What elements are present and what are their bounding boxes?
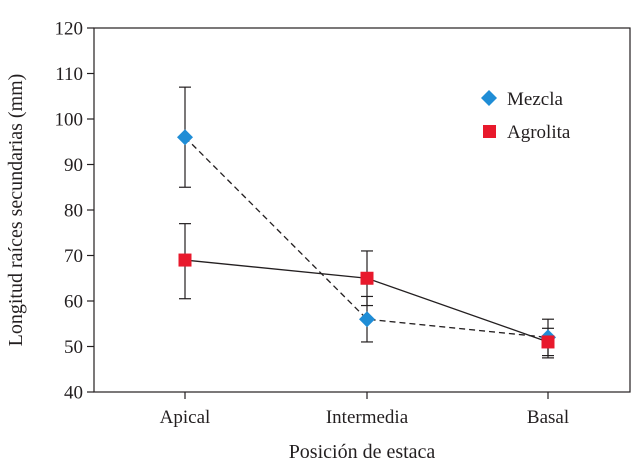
x-axis-ticks: Apical Intermedia Basal — [160, 392, 569, 428]
y-tick-label-40: 40 — [64, 383, 83, 404]
x-tick-label-intermedia: Intermedia — [326, 407, 409, 428]
x-tick-label-apical: Apical — [160, 407, 211, 428]
point-agrolita-basal — [541, 335, 555, 349]
legend-label-mezcla: Mezcla — [507, 89, 563, 110]
point-mezcla-intermedia — [359, 311, 375, 328]
y-tick-label-70: 70 — [64, 246, 83, 267]
legend-marker-mezcla — [481, 90, 497, 106]
y-axis-title: Longitud raíces secundarias (mm) — [5, 74, 27, 347]
legend-label-agrolita: Agrolita — [507, 122, 571, 143]
point-agrolita-apical — [178, 253, 192, 267]
legend-item-agrolita: Agrolita — [483, 122, 571, 143]
series-line-mezcla — [184, 136, 549, 339]
point-agrolita-intermedia — [360, 271, 374, 285]
legend-item-mezcla: Mezcla — [481, 89, 563, 110]
y-tick-label-80: 80 — [64, 201, 83, 222]
y-tick-label-50: 50 — [64, 337, 83, 358]
y-axis-ticks: 40 50 60 70 80 90 100 110 120 — [55, 19, 94, 404]
y-tick-label-90: 90 — [64, 155, 83, 176]
y-tick-label-120: 120 — [55, 19, 84, 40]
y-tick-label-110: 110 — [55, 64, 83, 85]
x-tick-label-basal: Basal — [527, 407, 569, 428]
legend: Mezcla Agrolita — [481, 89, 571, 143]
legend-marker-agrolita — [483, 125, 496, 138]
data-markers — [177, 129, 556, 349]
y-tick-label-100: 100 — [55, 110, 84, 131]
point-mezcla-apical — [177, 129, 193, 146]
y-tick-label-60: 60 — [64, 292, 83, 313]
x-axis-title: Posición de estaca — [289, 441, 436, 463]
